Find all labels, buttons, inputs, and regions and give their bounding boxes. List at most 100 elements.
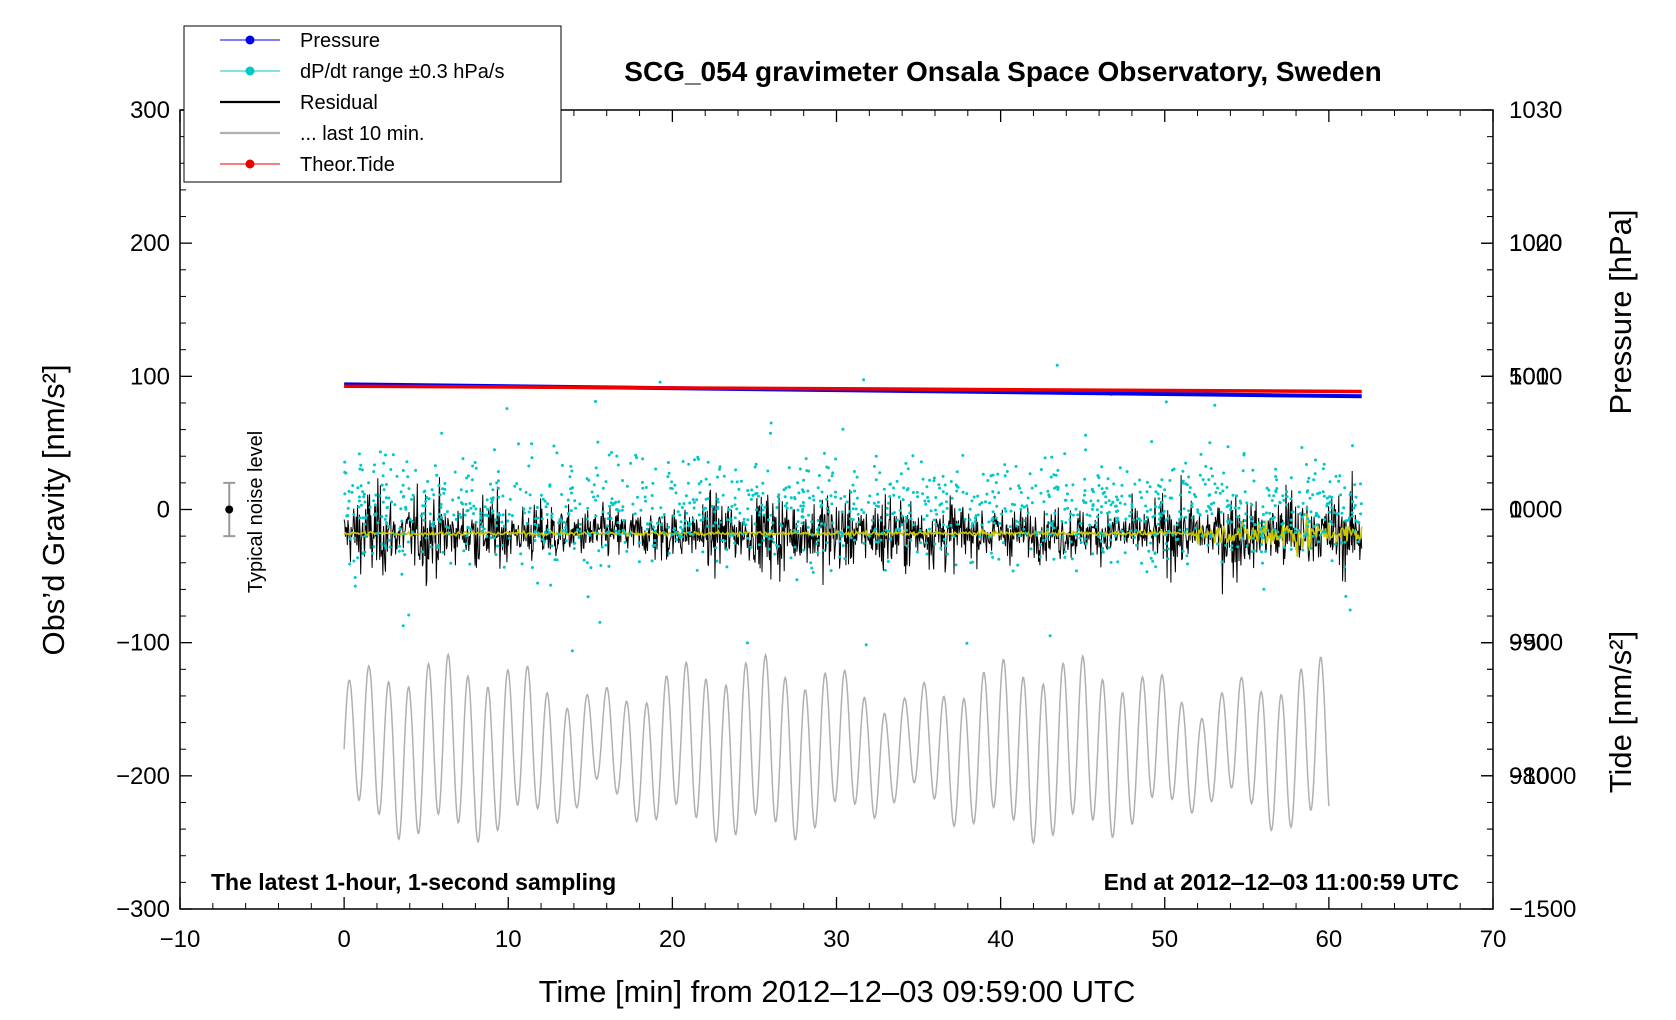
dpdt-point [912,523,916,527]
dpdt-point [574,506,578,510]
dpdt-point [1293,527,1297,531]
dpdt-point [623,532,627,535]
dpdt-point [802,478,806,482]
dpdt-point [686,481,690,485]
dpdt-point [852,470,856,473]
dpdt-point [1160,500,1164,504]
dpdt-point [1154,533,1157,537]
dpdt-point [739,479,743,483]
dpdt-point [468,562,472,566]
dpdt-point [860,508,864,512]
dpdt-point [1340,511,1344,515]
dpdt-point [536,516,540,520]
dpdt-point [812,498,816,502]
dpdt-point [1343,540,1347,544]
dpdt-point [457,496,461,500]
dpdt-point [1174,538,1178,542]
dpdt-point [1163,488,1167,492]
dpdt-point [1129,529,1133,533]
dpdt-point [1125,470,1129,474]
dpdt-point [796,508,800,512]
dpdt-point [1306,480,1310,484]
dpdt-point [403,553,407,557]
dpdt-point [1179,515,1183,519]
dpdt-point [546,528,550,532]
dpdt-point [1015,524,1018,528]
dpdt-point [1245,544,1249,548]
dpdt-point [1230,544,1234,548]
dpdt-point [641,480,644,484]
dpdt-point [1250,503,1254,507]
dpdt-point [453,470,457,474]
dpdt-point [1134,528,1138,532]
dpdt-point [378,494,382,498]
dpdt-point [1123,537,1126,541]
dpdt-point [841,427,845,431]
dpdt-point [1133,536,1137,539]
dpdt-point [1357,540,1360,544]
dpdt-point [445,510,449,514]
dpdt-point [658,380,662,384]
dpdt-point [387,525,391,528]
dpdt-point [1008,525,1012,529]
dpdt-point [772,540,776,544]
dpdt-point [1154,565,1158,569]
dpdt-point [569,509,573,513]
dpdt-point [994,481,998,485]
dpdt-point [1112,482,1116,486]
dpdt-point [1309,510,1313,514]
dpdt-point [918,528,922,532]
dpdt-point [1101,546,1105,550]
dpdt-point [1060,519,1064,523]
dpdt-point [702,514,706,518]
dpdt-point [401,469,405,472]
dpdt-point [1237,515,1241,519]
dpdt-point [961,453,965,457]
dpdt-point [436,546,440,549]
dpdt-point [1278,535,1282,539]
dpdt-point [384,453,387,457]
dpdt-point [560,463,564,467]
dpdt-point [955,489,959,493]
dpdt-point [726,518,730,522]
dpdt-point [1258,521,1261,525]
dpdt-point [704,477,708,481]
dpdt-point [923,499,927,503]
dpdt-point [1318,533,1322,537]
dpdt-point [857,520,861,524]
dpdt-point [651,481,655,485]
dpdt-point [817,474,821,477]
dpdt-point [422,511,426,515]
dpdt-point [422,490,426,494]
dpdt-point [1077,528,1081,532]
dpdt-point [776,495,780,499]
dpdt-point [1074,533,1078,537]
dpdt-point [594,466,598,470]
dpdt-point [617,509,621,513]
dpdt-point [443,513,447,516]
y-left-tick-label: −300 [116,896,170,923]
dpdt-point [1285,503,1288,507]
dpdt-point [845,500,849,504]
dpdt-point [496,512,500,516]
dpdt-point [1187,509,1191,513]
dpdt-point [1071,513,1075,517]
dpdt-point [880,531,884,535]
dpdt-point [1056,468,1060,472]
dpdt-point [991,490,995,494]
dpdt-point [1071,483,1075,487]
dpdt-point [1262,520,1266,524]
dpdt-point [1050,524,1054,528]
dpdt-point [1130,502,1134,506]
dpdt-point [922,517,926,521]
dpdt-point [1004,509,1008,513]
dpdt-point [560,493,564,496]
dpdt-point [1260,550,1263,554]
dpdt-point [561,528,565,532]
dpdt-point [398,544,402,548]
dpdt-point [497,495,501,499]
dpdt-point [1159,503,1163,507]
dpdt-point [428,512,432,516]
dpdt-point [1158,517,1161,521]
dpdt-point [825,541,829,545]
